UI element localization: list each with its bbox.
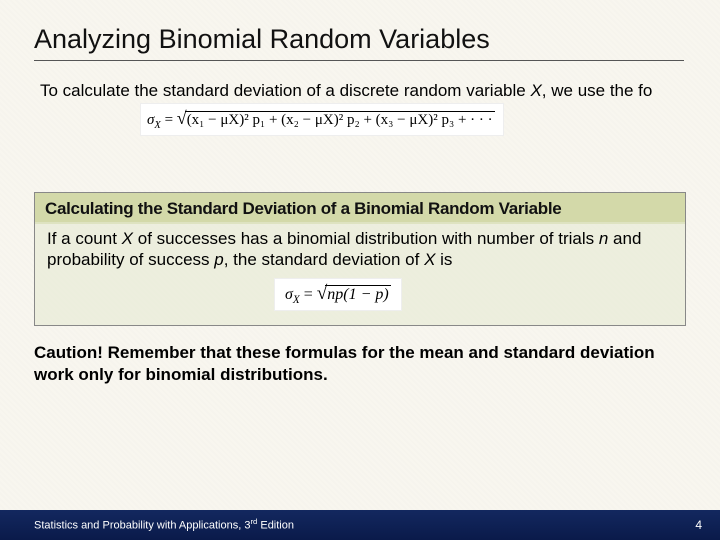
formula-eq2: =	[300, 286, 317, 303]
footer-text: Statistics and Probability with Applicat…	[34, 517, 294, 532]
footer-text-b: Edition	[257, 520, 294, 532]
body-mid1: of successes has a binomial distribution…	[133, 229, 599, 248]
body-x2: X	[424, 250, 435, 269]
body-x1: X	[122, 229, 133, 248]
body-p: p	[214, 250, 223, 269]
intro-text: To calculate the standard deviation of a…	[40, 80, 680, 101]
body-pre: If a count	[47, 229, 122, 248]
slide: Analyzing Binomial Random Variables To c…	[0, 0, 720, 540]
footer-text-a: Statistics and Probability with Applicat…	[34, 520, 250, 532]
sqrt-radicand2: np(1 − p)	[325, 285, 390, 304]
slide-title: Analyzing Binomial Random Variables	[34, 24, 490, 55]
formula-discrete-sd: σX = √(x₁ − μX)² p₁ + (x₂ − μX)² p₂ + (x…	[140, 103, 504, 136]
caution-text: Caution! Remember that these formulas fo…	[34, 342, 674, 386]
definition-box-header: Calculating the Standard Deviation of a …	[34, 192, 686, 224]
title-underline	[34, 60, 684, 61]
sigma-sub-x2: X	[293, 294, 300, 306]
body-n: n	[599, 229, 608, 248]
intro-var-x: X	[530, 81, 541, 100]
sqrt-radicand: (x₁ − μX)² p₁ + (x₂ − μX)² p₂ + (x₃ − μX…	[185, 111, 495, 129]
formula-binomial-sd: σX = √np(1 − p)	[274, 278, 402, 311]
intro-part1: To calculate the standard deviation of a…	[40, 81, 530, 100]
footer-page-number: 4	[695, 518, 702, 532]
intro-part2: , we use the fo	[542, 81, 653, 100]
sigma-symbol2: σ	[285, 286, 293, 303]
body-mid3: , the standard deviation of	[224, 250, 424, 269]
body-end: is	[435, 250, 452, 269]
footer-bar: Statistics and Probability with Applicat…	[0, 510, 720, 540]
formula-eq: =	[161, 112, 177, 128]
